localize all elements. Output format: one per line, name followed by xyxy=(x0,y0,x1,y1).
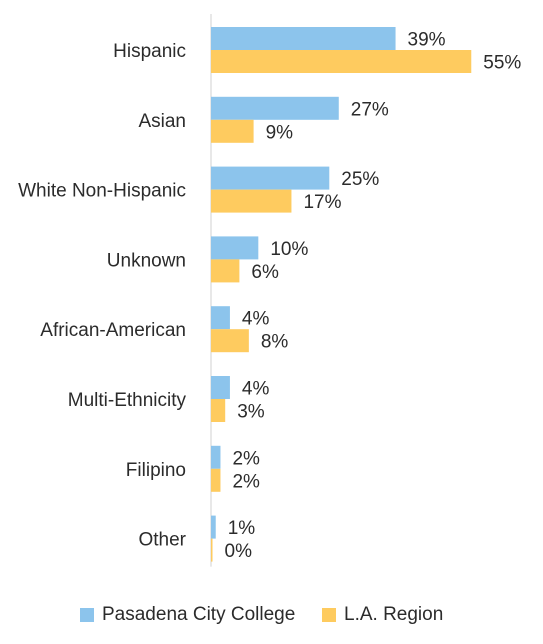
bar-la-asian xyxy=(211,119,254,143)
category-label-multi-ethnicity: Multi-Ethnicity xyxy=(68,390,187,411)
bar-pcc-white-non-hispanic xyxy=(211,166,330,190)
bar-pcc-filipino xyxy=(211,445,221,469)
data-label-la-asian: 9% xyxy=(266,122,294,143)
category-label-white-non-hispanic: White Non-Hispanic xyxy=(18,181,186,202)
legend-item-la: L.A. Region xyxy=(322,604,443,626)
bar-pcc-african-american xyxy=(211,306,230,330)
data-label-la-filipino: 2% xyxy=(232,471,260,492)
data-label-la-unknown: 6% xyxy=(251,262,279,283)
bar-la-other xyxy=(211,538,213,562)
data-label-la-hispanic: 55% xyxy=(483,53,521,74)
data-label-pcc-hispanic: 39% xyxy=(408,30,446,51)
bar-la-multi-ethnicity xyxy=(211,399,226,422)
data-label-pcc-filipino: 2% xyxy=(232,448,260,469)
data-label-pcc-multi-ethnicity: 4% xyxy=(242,379,270,400)
bar-la-unknown xyxy=(211,259,240,283)
bar-la-filipino xyxy=(211,468,221,492)
legend: Pasadena City College L.A. Region xyxy=(0,604,543,634)
data-label-la-multi-ethnicity: 3% xyxy=(237,402,265,423)
bar-la-hispanic xyxy=(211,50,472,73)
category-label-asian: Asian xyxy=(138,111,186,132)
bar-pcc-hispanic xyxy=(211,27,396,50)
bar-pcc-other xyxy=(211,515,216,539)
bar-la-white-non-hispanic xyxy=(211,189,292,213)
data-label-la-african-american: 8% xyxy=(261,332,289,353)
data-label-pcc-other: 1% xyxy=(228,518,256,539)
data-label-pcc-unknown: 10% xyxy=(270,239,308,260)
legend-label-pcc: Pasadena City College xyxy=(102,604,296,625)
data-label-pcc-asian: 27% xyxy=(351,99,389,120)
category-label-african-american: African-American xyxy=(40,320,186,341)
legend-swatch-la xyxy=(322,608,336,622)
bar-chart: Hispanic 39% 55% Asian 27% 9% White Non-Hispan… xyxy=(18,14,521,567)
category-label-other: Other xyxy=(138,530,186,551)
bar-pcc-asian xyxy=(211,96,339,120)
bar-pcc-unknown xyxy=(211,236,259,260)
bar-pcc-multi-ethnicity xyxy=(211,376,230,399)
data-label-pcc-white-non-hispanic: 25% xyxy=(341,169,379,190)
data-label-pcc-african-american: 4% xyxy=(242,309,270,330)
category-label-unknown: Unknown xyxy=(107,250,186,271)
data-label-la-other: 0% xyxy=(225,541,253,562)
data-label-la-white-non-hispanic: 17% xyxy=(303,192,341,213)
category-label-hispanic: Hispanic xyxy=(113,41,186,62)
legend-swatch-pcc xyxy=(80,608,94,622)
category-label-filipino: Filipino xyxy=(126,460,186,481)
legend-label-la: L.A. Region xyxy=(344,604,444,625)
bar-la-african-american xyxy=(211,329,249,353)
legend-item-pcc: Pasadena City College xyxy=(80,604,295,626)
